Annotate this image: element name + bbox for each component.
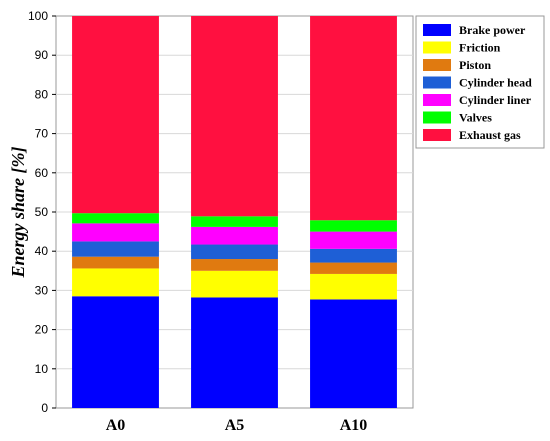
y-tick-label: 90 bbox=[35, 48, 49, 62]
legend-item: Cylinder liner bbox=[423, 93, 532, 107]
legend-label: Brake power bbox=[459, 23, 526, 37]
y-tick-label: 50 bbox=[35, 205, 49, 219]
x-tick-label: A10 bbox=[340, 417, 368, 434]
legend-swatch bbox=[423, 94, 451, 106]
bar-segment-piston bbox=[72, 256, 159, 269]
legend-swatch bbox=[423, 41, 451, 54]
y-tick-label: 60 bbox=[35, 166, 49, 180]
bar-segment-brake-power bbox=[191, 297, 278, 408]
legend-swatch bbox=[423, 111, 451, 124]
x-tick-label: A5 bbox=[225, 417, 245, 434]
bar-segment-cylinder-liner bbox=[310, 231, 397, 249]
y-tick-label: 10 bbox=[35, 362, 49, 376]
legend-item: Cylinder head bbox=[423, 76, 532, 90]
legend-swatch bbox=[423, 24, 451, 36]
bar-segment-cylinder-liner bbox=[72, 223, 159, 242]
bar-segment-valves bbox=[191, 216, 278, 227]
y-tick-label: 30 bbox=[35, 283, 49, 297]
bar-segment-exhaust-gas bbox=[310, 16, 397, 221]
bar-stack-a5 bbox=[191, 16, 278, 408]
legend-label: Friction bbox=[459, 41, 501, 55]
bar-segment-piston bbox=[310, 262, 397, 274]
y-tick-label: 20 bbox=[35, 323, 49, 337]
legend-item: Brake power bbox=[423, 23, 526, 37]
legend-item: Valves bbox=[423, 111, 492, 125]
x-axis-ticks: A0 A5 A10 bbox=[106, 417, 368, 434]
bar-segment-friction bbox=[191, 270, 278, 298]
legend-swatch bbox=[423, 59, 451, 71]
legend-label: Piston bbox=[459, 58, 491, 72]
y-tick-label: 0 bbox=[41, 401, 48, 415]
bar-stack-a0 bbox=[72, 16, 159, 408]
bar-segment-exhaust-gas bbox=[72, 16, 159, 214]
x-tick-label: A0 bbox=[106, 417, 126, 434]
bar-segment-cylinder-head bbox=[72, 241, 159, 257]
bar-segment-cylinder-head bbox=[310, 248, 397, 263]
bar-segment-friction bbox=[310, 273, 397, 300]
y-tick-label: 80 bbox=[35, 87, 49, 101]
legend-label: Exhaust gas bbox=[459, 128, 521, 142]
bar-segment-brake-power bbox=[72, 296, 159, 408]
bar-segment-friction bbox=[72, 268, 159, 297]
y-axis-ticks: 0 10 20 30 40 50 60 70 80 90 100 bbox=[28, 9, 56, 415]
bar-segment-cylinder-head bbox=[191, 244, 278, 260]
bar-segment-piston bbox=[191, 259, 278, 271]
legend: Brake power Friction Piston Cylinder head Cy… bbox=[415, 15, 545, 149]
legend-swatch bbox=[423, 76, 451, 89]
legend-label: Valves bbox=[459, 111, 492, 125]
legend-item: Exhaust gas bbox=[423, 128, 521, 142]
y-tick-label: 100 bbox=[28, 9, 48, 23]
bar-segment-valves bbox=[310, 220, 397, 232]
bar-segment-cylinder-liner bbox=[191, 226, 278, 245]
y-tick-label: 40 bbox=[35, 244, 49, 258]
legend-label: Cylinder head bbox=[459, 76, 532, 90]
bar-segment-brake-power bbox=[310, 299, 397, 408]
bar-segment-valves bbox=[72, 213, 159, 224]
legend-item: Piston bbox=[423, 58, 491, 72]
bar-segment-exhaust-gas bbox=[191, 16, 278, 217]
y-tick-label: 70 bbox=[35, 127, 49, 141]
legend-label: Cylinder liner bbox=[459, 93, 532, 107]
legend-item: Friction bbox=[423, 41, 501, 55]
y-axis-label: Energy share [%] bbox=[8, 147, 28, 279]
legend-swatch bbox=[423, 129, 451, 141]
bar-stack-a10 bbox=[310, 16, 397, 408]
bar-stacks bbox=[72, 16, 397, 408]
